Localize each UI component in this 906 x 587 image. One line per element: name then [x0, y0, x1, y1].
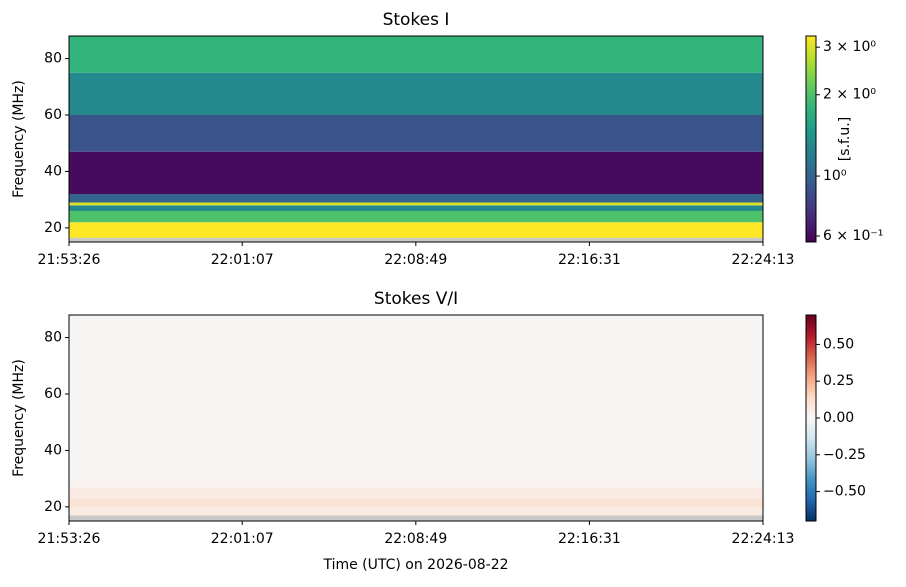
colorbar-tick-label: −0.25 [823, 447, 866, 463]
y-tick-label: 80 [44, 51, 62, 67]
y-axis-label: Frequency (MHz) [11, 80, 27, 198]
x-tick-label: 22:08:49 [384, 531, 447, 547]
colorbar-tick-label: 0.50 [823, 336, 854, 352]
x-axis-label: Time (UTC) on 2026-08-22 [322, 557, 508, 573]
heatmap-band [69, 151, 763, 195]
colorbar-tick-label: −0.50 [823, 484, 866, 500]
x-tick-label: 21:53:26 [38, 252, 101, 268]
x-tick-label: 22:24:13 [732, 252, 795, 268]
chart-title: Stokes V/I [374, 289, 458, 309]
y-tick-label: 40 [44, 163, 62, 179]
heatmap-band [69, 205, 763, 211]
heatmap-band [69, 194, 763, 203]
y-tick-label: 80 [44, 330, 62, 346]
heatmap-band [69, 515, 763, 521]
heatmap-band [69, 222, 763, 238]
heatmap-band [69, 506, 763, 516]
heatmap-band [69, 498, 763, 507]
heatmap-band [69, 237, 763, 242]
y-axis-label: Frequency (MHz) [11, 359, 27, 477]
x-tick-label: 21:53:26 [38, 531, 101, 547]
heatmap-band [69, 315, 763, 479]
colorbar-tick-label: 6 × 10⁻¹ [823, 228, 883, 244]
heatmap-band [69, 487, 763, 499]
colorbar-tick-label: 0.25 [823, 373, 854, 389]
colorbar [805, 35, 817, 243]
x-tick-label: 22:01:07 [211, 531, 274, 547]
y-tick-label: 60 [44, 107, 62, 123]
y-tick-label: 20 [44, 499, 62, 515]
colorbar-tick-label: 10⁰ [823, 168, 847, 184]
y-tick-label: 60 [44, 386, 62, 402]
heatmap-band [69, 210, 763, 223]
x-tick-label: 22:16:31 [558, 531, 621, 547]
chart-title: Stokes I [383, 10, 450, 30]
x-tick-label: 22:24:13 [732, 531, 795, 547]
colorbar-label: [s.f.u.] [837, 117, 853, 161]
y-tick-label: 20 [44, 220, 62, 236]
heatmap-band [69, 72, 763, 116]
heatmap-band [69, 202, 763, 206]
colorbar-tick-label: 0.00 [823, 410, 854, 426]
heatmap-band [69, 478, 763, 488]
colorbar-tick-label: 2 × 10⁰ [823, 87, 876, 103]
x-tick-label: 22:16:31 [558, 252, 621, 268]
x-tick-label: 22:01:07 [211, 252, 274, 268]
colorbar [805, 314, 817, 522]
colorbar-tick-label: 3 × 10⁰ [823, 39, 876, 55]
heatmap-band [69, 36, 763, 73]
heatmap-band [69, 115, 763, 152]
x-tick-label: 22:08:49 [384, 252, 447, 268]
y-tick-label: 40 [44, 442, 62, 458]
